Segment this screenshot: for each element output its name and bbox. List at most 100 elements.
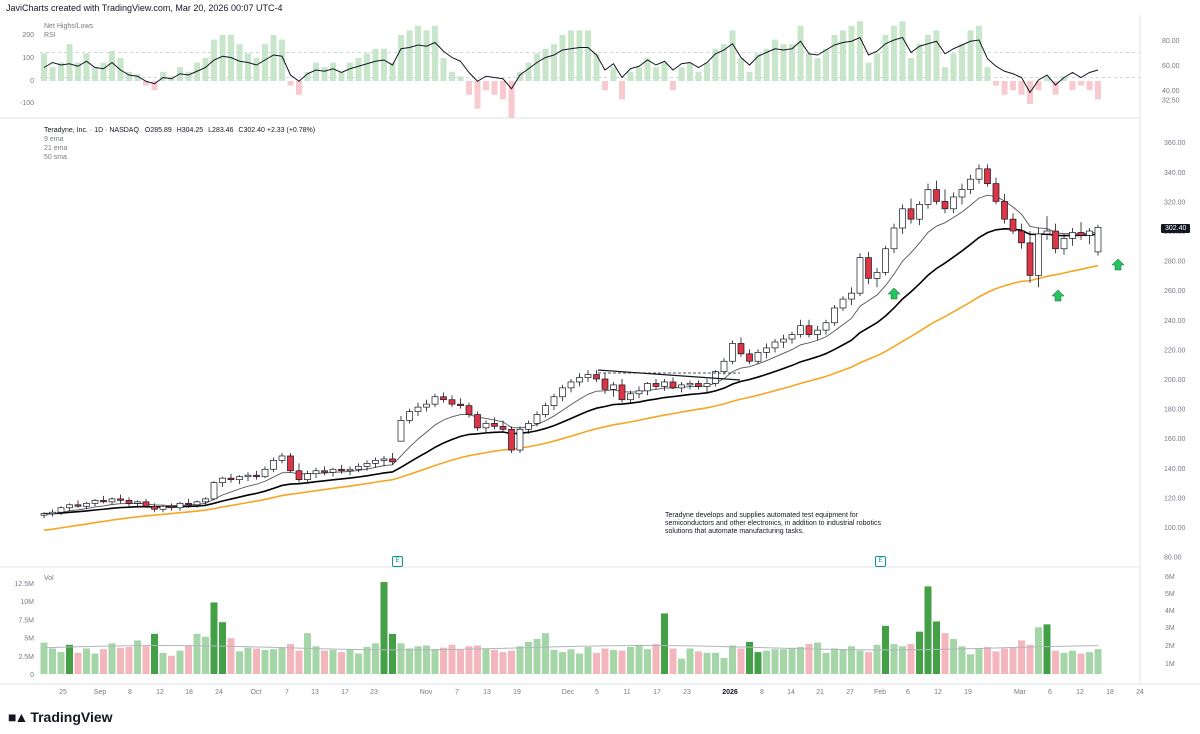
tradingview-brand[interactable]: ■▲ TradingView (8, 709, 113, 725)
volume-bar (219, 622, 226, 674)
nhl-bar (466, 81, 472, 95)
candle-body (261, 468, 269, 478)
volume-bar (57, 652, 65, 674)
volume-bar (414, 646, 422, 674)
volume-bar (270, 649, 277, 674)
volume-bar (210, 602, 218, 674)
volume-bar (1001, 648, 1008, 674)
candle-body (610, 384, 617, 390)
x-axis-label: 23 (370, 689, 378, 696)
candle-body (729, 343, 736, 362)
volume-bar (873, 644, 881, 674)
volume-bar (329, 649, 337, 674)
nhl-tick-label: 0 (30, 78, 34, 85)
candle-body (593, 374, 600, 380)
volume-bar (66, 644, 73, 674)
change-value: +2.33 (+0.78%) (266, 127, 316, 134)
x-axis-label: 27 (846, 689, 854, 696)
volume-bar (465, 646, 473, 674)
candle-body (414, 406, 422, 412)
nhl-bar (704, 62, 710, 81)
volume-bar (1052, 650, 1059, 674)
nhl-bar (219, 35, 226, 81)
nhl-bar (347, 62, 353, 81)
nhl-bar (58, 62, 64, 81)
volume-tick-label: 7.5M (18, 617, 34, 624)
volume-bar (125, 646, 133, 674)
nhl-bar (1001, 81, 1008, 95)
candle-body (865, 257, 872, 279)
nhl-bar (1061, 76, 1067, 81)
nhl-bar (967, 30, 974, 81)
nhl-bar (338, 71, 345, 81)
volume-bar (287, 644, 294, 674)
volume-bar (168, 655, 175, 674)
volume-bar (924, 586, 932, 674)
candle-body (882, 248, 889, 273)
candle-body (312, 470, 320, 475)
x-axis-label: 24 (215, 689, 223, 696)
candle-body (567, 381, 575, 389)
nhl-bar (942, 67, 948, 81)
nhl-bar (355, 58, 362, 81)
candle-body (40, 513, 48, 516)
rsi-label: RSI (44, 32, 56, 39)
candle-body (491, 423, 498, 427)
nhl-bar (1018, 81, 1025, 95)
x-axis-label: 12 (934, 689, 942, 696)
x-axis-label: 13 (483, 689, 491, 696)
candle-body (635, 390, 643, 395)
candle-body (907, 208, 915, 220)
volume-bar (312, 646, 320, 674)
low-value: 283.46 (212, 127, 234, 134)
volume-tick-label: 2.5M (18, 654, 34, 661)
volume-bar (771, 649, 779, 674)
volume-bar (261, 649, 269, 674)
nhl-bar (304, 71, 311, 81)
candle-body (950, 196, 957, 210)
rsi-tick-label: 40.00 (1162, 88, 1180, 95)
candle-body (754, 352, 762, 362)
volume-bar (567, 649, 575, 674)
volume-bar (108, 643, 116, 674)
candle-body (686, 383, 694, 386)
volume-bar (202, 636, 209, 674)
x-axis-label: Nov (420, 689, 433, 696)
candle-body (746, 353, 753, 362)
nhl-bar (83, 53, 90, 81)
earnings-marker-1[interactable]: E (392, 556, 403, 567)
volume-bar (1077, 653, 1085, 674)
volume-right-tick-label: 6M (1165, 574, 1175, 581)
volume-bar (703, 652, 711, 674)
volume-bar (992, 651, 1000, 674)
nhl-bar (619, 81, 625, 100)
open-label: O (144, 127, 151, 134)
x-axis-label: Mar (1014, 689, 1027, 696)
volume-bar (967, 654, 974, 674)
x-axis-label: Sep (94, 689, 107, 696)
net-highs-lows-label: Net Highs/Lows (44, 23, 94, 30)
volume-bar (686, 648, 694, 674)
candle-body (958, 189, 966, 198)
nhl-bar (797, 25, 804, 81)
sma50-line (43, 264, 1099, 532)
volume-tick-label: 12.5M (15, 581, 35, 588)
ema21-label: 21 ema (44, 145, 68, 152)
volume-bar (865, 652, 872, 674)
volume-bar (397, 643, 405, 674)
nhl-bar (984, 67, 991, 81)
x-axis-label: 2026 (722, 689, 738, 696)
candle-body (1026, 242, 1034, 276)
nhl-bar (602, 81, 608, 91)
candle-body (669, 381, 677, 389)
nhl-bar (415, 25, 421, 81)
low-label: L (208, 127, 213, 134)
volume-bar (788, 647, 796, 674)
candle-body (1043, 230, 1051, 235)
candle-body (57, 507, 65, 513)
candle-body (839, 298, 847, 309)
earnings-marker-2[interactable]: E (875, 556, 886, 567)
volume-bar (355, 653, 362, 674)
open-value: 285.89 (150, 127, 172, 134)
nhl-bar (296, 81, 302, 95)
